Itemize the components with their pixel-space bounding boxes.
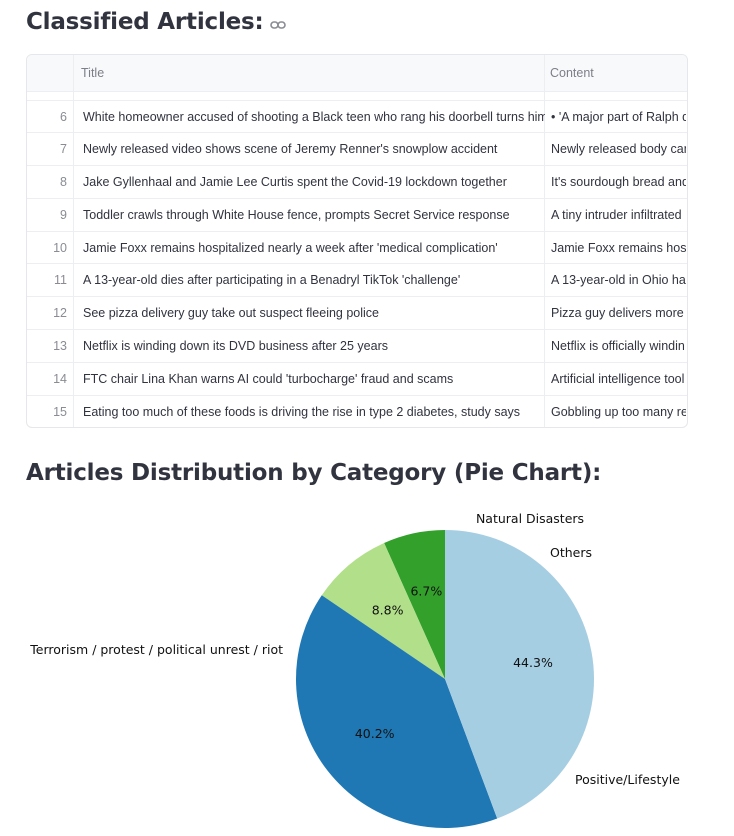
cell-content[interactable]: Jamie Foxx remains hosp (551, 240, 686, 255)
row-index[interactable]: 13 (53, 339, 67, 354)
pie-slice (295, 595, 498, 828)
table-row[interactable]: 12 See pizza delivery guy take out suspec… (27, 297, 687, 331)
row-index[interactable]: 6 (60, 110, 67, 124)
row-index[interactable]: 9 (60, 207, 67, 222)
cell-content[interactable]: • 'A major part of Ralph d (551, 110, 686, 124)
pie-pct-label: 8.8% (372, 602, 404, 617)
cell-content[interactable]: A tiny intruder infiltrated (551, 207, 682, 222)
row-index[interactable]: 7 (60, 141, 67, 156)
row-index[interactable]: 10 (53, 240, 67, 255)
cell-title[interactable]: Netflix is winding down its DVD business… (83, 339, 388, 354)
cell-title[interactable]: Eating too much of these foods is drivin… (83, 405, 521, 420)
table-row[interactable]: 7 Newly released video shows scene of Jer… (27, 133, 687, 166)
pie-chart: 6.7% Natural Disasters 8.8% Others 40.2% Posi… (29, 511, 680, 828)
cell-title[interactable]: FTC chair Lina Khan warns AI could 'turb… (83, 372, 454, 387)
table-body: 6 White homeowner accused of shooting a B… (27, 100, 687, 427)
cell-content[interactable]: Newly released body cam (551, 141, 686, 156)
cell-content[interactable]: It's sourdough bread and (551, 174, 686, 189)
cell-title[interactable]: Jamie Foxx remains hospitalized nearly a… (83, 240, 498, 255)
pie-pct-label: 44.3% (513, 655, 553, 670)
table-row-partial (27, 91, 687, 92)
pie-pct-label: 6.7% (410, 584, 442, 599)
cell-title[interactable]: A 13-year-old dies after participating i… (83, 273, 461, 288)
link-icon[interactable] (269, 10, 286, 36)
row-index[interactable]: 12 (53, 306, 67, 321)
cell-content[interactable]: Pizza guy delivers more t (551, 306, 686, 321)
column-divider (73, 55, 74, 427)
column-header-content[interactable]: Content (550, 66, 594, 80)
section-title-pie-chart: Articles Distribution by Category (Pie C… (26, 460, 602, 486)
cell-content[interactable]: Artificial intelligence tool (551, 372, 685, 387)
table-row[interactable]: 14 FTC chair Lina Khan warns AI could 'tu… (27, 363, 687, 397)
row-index[interactable]: 14 (53, 372, 67, 387)
pie-category-label: Terrorism / protest / political unrest /… (29, 642, 283, 657)
table-row[interactable]: 13 Netflix is winding down its DVD busine… (27, 330, 687, 364)
row-index[interactable]: 11 (54, 273, 67, 288)
cell-content[interactable]: A 13-year-old in Ohio has (551, 273, 686, 288)
row-index[interactable]: 15 (53, 405, 67, 420)
table-row[interactable]: 6 White homeowner accused of shooting a B… (27, 100, 687, 133)
column-divider (544, 55, 545, 427)
cell-content[interactable]: Gobbling up too many re (551, 405, 686, 420)
table-row[interactable]: 10 Jamie Foxx remains hospitalized nearly… (27, 232, 687, 265)
pie-slice (445, 530, 594, 819)
pie-category-label: Others (550, 545, 592, 560)
pie-category-label: Positive/Lifestyle (575, 772, 680, 787)
articles-table[interactable]: Title Content 6 White homeowner accused o… (26, 54, 688, 428)
cell-title[interactable]: Jake Gyllenhaal and Jamie Lee Curtis spe… (83, 174, 507, 189)
cell-title[interactable]: Newly released video shows scene of Jere… (83, 141, 498, 156)
cell-title[interactable]: Toddler crawls through White House fence… (83, 207, 510, 222)
section-title-classified: Classified Articles: (26, 9, 286, 36)
cell-title[interactable]: White homeowner accused of shooting a Bl… (83, 110, 545, 124)
row-index[interactable]: 8 (60, 174, 67, 189)
table-row[interactable]: 8 Jake Gyllenhaal and Jamie Lee Curtis sp… (27, 166, 687, 199)
table-row[interactable]: 15 Eating too much of these foods is driv… (27, 396, 687, 427)
cell-title[interactable]: See pizza delivery guy take out suspect … (83, 306, 380, 321)
pie-slice (384, 530, 445, 679)
table-header: Title Content (27, 55, 687, 92)
pie-slice (321, 543, 445, 679)
cell-content[interactable]: Netflix is officially windin (551, 339, 685, 354)
column-header-title[interactable]: Title (81, 66, 105, 80)
table-row[interactable]: 9 Toddler crawls through White House fenc… (27, 199, 687, 232)
pie-category-label: Natural Disasters (476, 511, 584, 526)
pie-pct-label: 40.2% (355, 726, 395, 741)
table-row[interactable]: 11 A 13-year-old dies after participating… (27, 264, 687, 298)
